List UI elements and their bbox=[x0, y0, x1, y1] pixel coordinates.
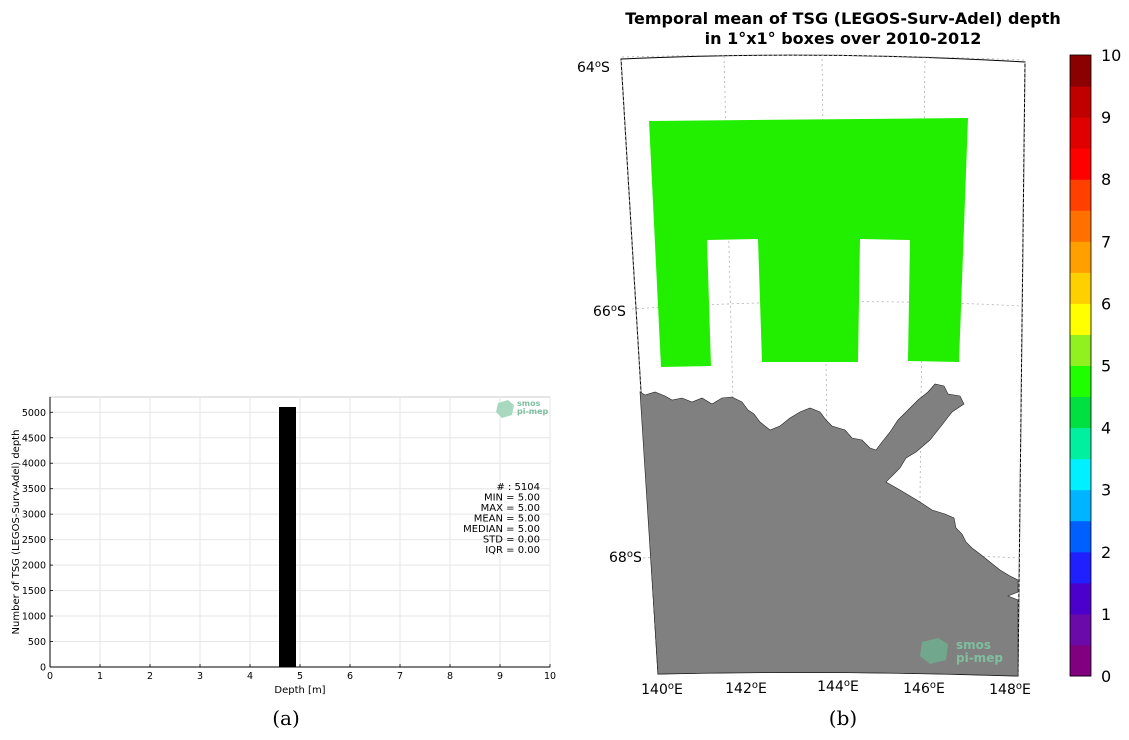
panel-a-caption: (a) bbox=[272, 706, 300, 730]
y-tick-label: 5000 bbox=[22, 408, 46, 419]
colorbar-segment bbox=[1070, 644, 1091, 677]
colorbar-segment bbox=[1070, 334, 1091, 366]
colorbar-tick-label: 6 bbox=[1101, 294, 1111, 313]
y-tick-label: 4000 bbox=[22, 459, 46, 470]
x-tick-label: 6 bbox=[347, 671, 353, 682]
stat-line: MAX = 5.00 bbox=[481, 503, 540, 514]
colorbar-segment bbox=[1070, 241, 1091, 273]
x-tick-label: 0 bbox=[47, 671, 53, 682]
map-lat-labels: 64oS 66oS 68oS bbox=[577, 59, 642, 566]
colorbar-tick-label: 3 bbox=[1101, 481, 1111, 500]
lon-label-142: 142oE bbox=[725, 680, 767, 697]
histogram-x-ticks: 0 1 2 3 4 5 6 7 8 9 10 bbox=[47, 664, 556, 682]
graticule-lon-148 bbox=[1017, 61, 1026, 677]
y-tick-label: 0 bbox=[40, 663, 46, 674]
colorbar-segment bbox=[1070, 551, 1091, 584]
y-tick-label: 3000 bbox=[22, 510, 46, 521]
panel-b-caption: (b) bbox=[829, 706, 857, 730]
histogram-bar bbox=[279, 406, 296, 667]
map-title-line2: in 1°x1° boxes over 2010-2012 bbox=[705, 29, 982, 48]
stat-line: MIN = 5.00 bbox=[484, 493, 540, 504]
colorbar-tick-label: 0 bbox=[1101, 667, 1111, 686]
histogram-y-ticks: 0 500 1000 1500 2000 2500 3000 3500 4000 4500 5000 bbox=[22, 397, 53, 674]
histogram-y-label: Number of TSG (LEGOS-Surv-Adel) depth bbox=[11, 430, 22, 635]
map-logo: smos pi-mep bbox=[920, 638, 1003, 665]
y-tick-label: 2000 bbox=[22, 561, 46, 572]
data-cells-region bbox=[649, 118, 968, 367]
colorbar-segment bbox=[1070, 55, 1091, 87]
x-tick-label: 3 bbox=[197, 671, 203, 682]
colorbar-segment bbox=[1070, 179, 1091, 211]
x-tick-label: 2 bbox=[147, 671, 153, 682]
y-tick-label: 500 bbox=[28, 637, 46, 648]
x-tick-label: 4 bbox=[247, 671, 253, 682]
colorbar-segment bbox=[1070, 148, 1091, 180]
x-tick-label: 7 bbox=[397, 671, 403, 682]
colorbar-segment bbox=[1070, 613, 1091, 646]
lon-label-148: 148oE bbox=[989, 681, 1031, 698]
colorbar-segment bbox=[1070, 272, 1091, 304]
colorbar-segment bbox=[1070, 458, 1091, 491]
colorbar-tick-label: 10 bbox=[1101, 46, 1121, 65]
histogram-bars bbox=[279, 406, 296, 667]
colorbar-tick-label: 8 bbox=[1101, 170, 1111, 189]
colorbar-tick-label: 5 bbox=[1101, 357, 1111, 376]
stat-line: MEAN = 5.00 bbox=[474, 514, 540, 525]
lon-label-144: 144oE bbox=[817, 678, 859, 695]
y-tick-label: 2500 bbox=[22, 535, 46, 546]
colorbar-tick-label: 4 bbox=[1101, 419, 1111, 438]
smos-logo-icon-map bbox=[920, 638, 948, 664]
lat-label-64: 64oS bbox=[577, 59, 610, 76]
colorbar-segment bbox=[1070, 210, 1091, 242]
colorbar bbox=[1069, 54, 1092, 677]
colorbar-tick-label: 9 bbox=[1101, 108, 1111, 127]
colorbar-segment bbox=[1070, 427, 1091, 460]
colorbar-tick-label: 7 bbox=[1101, 232, 1111, 251]
y-tick-label: 3500 bbox=[22, 484, 46, 495]
y-tick-label: 1000 bbox=[22, 612, 46, 623]
histogram-panel: 0 1 2 3 4 5 6 7 8 9 10 0 500 1000 1500 2000 2500 3000 350… bbox=[11, 396, 556, 730]
smos-logo-icon bbox=[496, 400, 514, 418]
stat-line: # : 5104 bbox=[496, 482, 540, 493]
y-tick-label: 4500 bbox=[22, 433, 46, 444]
histogram-logo-line2: pi-mep bbox=[517, 407, 549, 416]
x-tick-label: 8 bbox=[447, 671, 453, 682]
stat-line: IQR = 0.00 bbox=[485, 545, 540, 556]
colorbar-tick-label: 1 bbox=[1101, 605, 1111, 624]
histogram-x-label: Depth [m] bbox=[274, 685, 325, 696]
colorbar-segment bbox=[1070, 117, 1091, 149]
histogram-logo: smos pi-mep bbox=[496, 399, 549, 418]
colorbar-segment bbox=[1070, 86, 1091, 118]
y-tick-label: 1500 bbox=[22, 586, 46, 597]
colorbar-segment bbox=[1070, 303, 1091, 335]
colorbar-tick-label: 2 bbox=[1101, 543, 1111, 562]
x-tick-label: 1 bbox=[97, 671, 103, 682]
colorbar-segment bbox=[1070, 489, 1091, 522]
map-panel: Temporal mean of TSG (LEGOS-Surv-Adel) d… bbox=[577, 9, 1121, 730]
lon-label-146: 146oE bbox=[903, 680, 945, 697]
colorbar-segment bbox=[1070, 520, 1091, 553]
colorbar-segment bbox=[1070, 396, 1091, 429]
antarctic-land bbox=[639, 383, 1019, 677]
map-logo-line1: smos bbox=[956, 638, 991, 652]
stat-line: MEDIAN = 5.00 bbox=[463, 524, 540, 535]
map-lon-labels: 140oE 142oE 144oE 146oE 148oE bbox=[641, 678, 1031, 698]
x-tick-label: 9 bbox=[497, 671, 503, 682]
x-tick-label: 10 bbox=[544, 671, 556, 682]
lon-label-140: 140oE bbox=[641, 681, 683, 698]
histogram-logo-line1: smos bbox=[517, 399, 541, 408]
colorbar-ticks: 0 1 2 3 4 5 6 7 8 9 10 bbox=[1101, 46, 1121, 686]
colorbar-segment bbox=[1070, 365, 1091, 398]
lat-label-66: 66oS bbox=[593, 303, 626, 320]
lat-label-68: 68oS bbox=[609, 549, 642, 566]
colorbar-border bbox=[1069, 54, 1092, 677]
colorbar-segment bbox=[1070, 582, 1091, 615]
map-title-line1: Temporal mean of TSG (LEGOS-Surv-Adel) d… bbox=[625, 9, 1061, 28]
map-logo-line2: pi-mep bbox=[956, 651, 1003, 665]
x-tick-label: 5 bbox=[297, 671, 303, 682]
stat-line: STD = 0.00 bbox=[483, 535, 540, 546]
